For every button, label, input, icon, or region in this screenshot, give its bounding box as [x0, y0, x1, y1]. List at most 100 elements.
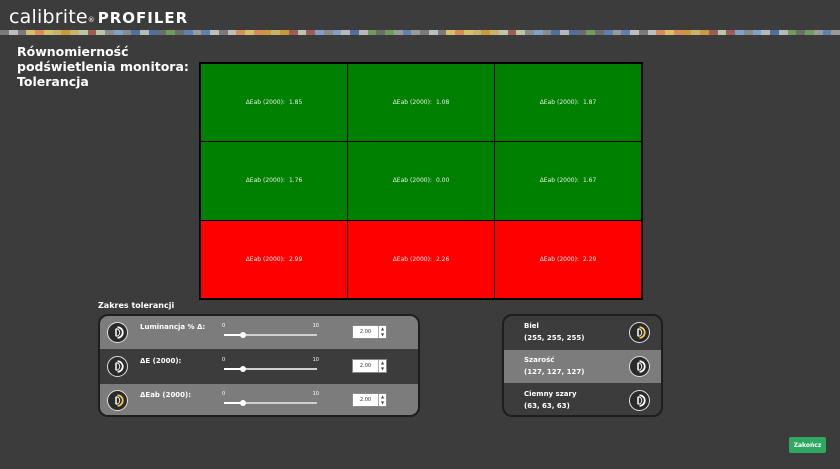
grid-cell: ΔEab (2000): 2.99 — [201, 220, 347, 298]
tolerance-slider[interactable]: 0 10 — [222, 391, 319, 411]
swatch — [96, 30, 105, 35]
calibrite-icon[interactable] — [107, 322, 128, 343]
swatch — [148, 30, 158, 35]
logo-brand: calibrite — [9, 6, 88, 28]
swatch — [533, 30, 543, 35]
stepper-down-icon[interactable]: ▼ — [380, 366, 385, 371]
swatch — [315, 30, 324, 35]
swatch — [227, 30, 237, 35]
grid-cell: ΔEab (2000): 1.87 — [495, 64, 641, 142]
slider-max: 10 — [312, 391, 319, 397]
cell-value: 1.87 — [582, 99, 597, 107]
logo-reg-mark: ® — [87, 16, 95, 24]
color-swatch-bar — [0, 30, 840, 35]
patch-row[interactable]: Szarość (127, 127, 127) — [504, 350, 661, 383]
swatch — [525, 30, 534, 35]
patch-row[interactable]: Biel (255, 255, 255) — [504, 316, 661, 349]
grid-cell: ΔEab (2000): 2.29 — [495, 220, 641, 298]
patch-name: Ciemny szary — [524, 390, 577, 398]
swatch — [490, 30, 499, 35]
swatch — [35, 30, 44, 35]
swatch — [122, 30, 132, 35]
slider-fill — [224, 334, 243, 336]
swatch — [682, 30, 692, 35]
tolerance-stepper[interactable]: 2.00 ▲ ▼ — [352, 393, 387, 407]
swatch — [796, 30, 805, 35]
slider-track[interactable] — [224, 368, 317, 370]
swatch — [245, 30, 254, 35]
tolerance-slider[interactable]: 0 10 — [222, 357, 319, 377]
cell-label: ΔEab (2000): — [392, 177, 432, 185]
slider-thumb[interactable] — [239, 400, 246, 406]
finish-button[interactable]: Zakończ — [789, 437, 826, 453]
swatch — [805, 30, 814, 35]
slider-track[interactable] — [224, 334, 317, 336]
stepper-down-icon[interactable]: ▼ — [380, 400, 385, 405]
calibrite-icon[interactable] — [629, 390, 650, 411]
swatch — [78, 30, 88, 35]
cell-label: ΔEab (2000): — [392, 255, 432, 263]
slider-max: 10 — [312, 357, 319, 363]
swatch — [743, 30, 753, 35]
cell-value: 1.08 — [435, 99, 450, 107]
grid-cell: ΔEab (2000): 0.00 — [348, 142, 494, 220]
swatch — [831, 30, 840, 35]
cell-value: 0.00 — [435, 177, 450, 185]
patch-panel: Biel (255, 255, 255) Szarość (127, 127, 127… — [502, 314, 663, 417]
calibrite-icon[interactable] — [629, 356, 650, 377]
tolerance-stepper[interactable]: 2.00 ▲ ▼ — [352, 325, 387, 339]
stepper-up-icon[interactable]: ▲ — [380, 360, 385, 365]
swatch — [656, 30, 665, 35]
stepper-up-icon[interactable]: ▲ — [380, 326, 385, 331]
tolerance-row: ΔE (2000): 0 10 2.00 ▲ ▼ — [100, 350, 418, 383]
swatch — [612, 30, 622, 35]
calibrite-icon[interactable] — [107, 390, 128, 411]
page-title-line1: Równomierność podświetlenia monitora: — [17, 44, 189, 74]
swatch — [131, 30, 140, 35]
calibrite-icon[interactable] — [107, 356, 128, 377]
stepper-up-icon[interactable]: ▲ — [380, 394, 385, 399]
swatch — [26, 30, 35, 35]
stepper-value[interactable]: 2.00 — [359, 363, 372, 369]
swatch — [218, 30, 228, 35]
app-logo: calibrite® PROFILER — [9, 6, 188, 29]
slider-track[interactable] — [224, 402, 317, 404]
cell-value: 1.85 — [288, 99, 303, 107]
stepper-down-icon[interactable]: ▼ — [380, 332, 385, 337]
patch-rgb: (63, 63, 63) — [524, 402, 570, 410]
swatch — [236, 30, 245, 35]
slider-max: 10 — [312, 323, 319, 329]
swatch — [542, 30, 552, 35]
tolerance-stepper[interactable]: 2.00 ▲ ▼ — [352, 359, 387, 373]
swatch — [367, 30, 377, 35]
slider-thumb[interactable] — [239, 366, 246, 372]
swatch — [166, 30, 175, 35]
cell-value: 1.67 — [582, 177, 597, 185]
cell-label: ΔEab (2000): — [539, 255, 579, 263]
cell-label: ΔEab (2000): — [392, 99, 432, 107]
slider-thumb[interactable] — [239, 332, 246, 338]
stepper-value[interactable]: 2.00 — [359, 329, 372, 335]
swatch — [70, 30, 79, 35]
swatch — [271, 30, 280, 35]
cell-label: ΔEab (2000): — [245, 177, 285, 185]
cell-label: ΔEab (2000): — [245, 99, 285, 107]
swatch — [472, 30, 482, 35]
tolerance-slider[interactable]: 0 10 — [222, 323, 319, 343]
uniformity-grid: ΔEab (2000): 1.85 ΔEab (2000): 1.08 ΔEab (20… — [199, 62, 643, 300]
patch-row[interactable]: Ciemny szary (63, 63, 63) — [504, 384, 661, 415]
swatch — [586, 30, 595, 35]
swatch — [621, 30, 630, 35]
cell-label: ΔEab (2000): — [539, 99, 579, 107]
cell-label: ΔEab (2000): — [245, 255, 285, 263]
calibrite-icon[interactable] — [629, 322, 650, 343]
stepper-value[interactable]: 2.00 — [359, 397, 372, 403]
tolerance-label: ΔEab (2000): — [140, 391, 192, 399]
swatch — [157, 30, 167, 35]
app-header: calibrite® PROFILER — [0, 0, 840, 37]
swatch — [253, 30, 263, 35]
grid-cell: ΔEab (2000): 2.26 — [348, 220, 494, 298]
swatch — [437, 30, 447, 35]
swatch — [140, 30, 149, 35]
slider-fill — [224, 402, 243, 404]
